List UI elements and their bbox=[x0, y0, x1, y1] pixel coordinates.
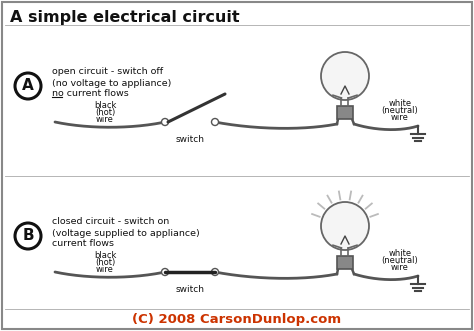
Text: white: white bbox=[388, 250, 411, 259]
Text: black: black bbox=[94, 101, 116, 110]
Circle shape bbox=[211, 118, 219, 125]
Circle shape bbox=[162, 118, 168, 125]
Text: (hot): (hot) bbox=[95, 258, 115, 266]
Text: A simple electrical circuit: A simple electrical circuit bbox=[10, 10, 240, 25]
Circle shape bbox=[15, 73, 41, 99]
Text: current flows: current flows bbox=[52, 240, 114, 249]
Text: black: black bbox=[94, 251, 116, 260]
Text: (no voltage to appliance): (no voltage to appliance) bbox=[52, 78, 172, 87]
Circle shape bbox=[15, 223, 41, 249]
Text: switch: switch bbox=[175, 285, 204, 294]
Text: wire: wire bbox=[391, 114, 409, 122]
Text: wire: wire bbox=[96, 264, 114, 273]
FancyBboxPatch shape bbox=[2, 2, 472, 329]
Text: (neutral): (neutral) bbox=[382, 257, 419, 265]
Text: open circuit - switch off: open circuit - switch off bbox=[52, 67, 163, 75]
FancyBboxPatch shape bbox=[337, 106, 353, 119]
Text: (C) 2008 CarsonDunlop.com: (C) 2008 CarsonDunlop.com bbox=[132, 313, 342, 326]
Text: closed circuit - switch on: closed circuit - switch on bbox=[52, 216, 169, 225]
Text: wire: wire bbox=[391, 263, 409, 272]
Text: (hot): (hot) bbox=[95, 108, 115, 117]
Text: A: A bbox=[22, 78, 34, 93]
Circle shape bbox=[211, 268, 219, 275]
Text: switch: switch bbox=[175, 134, 204, 144]
Text: wire: wire bbox=[96, 115, 114, 123]
Text: B: B bbox=[22, 228, 34, 244]
Text: no current flows: no current flows bbox=[52, 89, 129, 99]
Circle shape bbox=[162, 268, 168, 275]
Text: (neutral): (neutral) bbox=[382, 107, 419, 116]
Circle shape bbox=[321, 52, 369, 100]
Circle shape bbox=[321, 202, 369, 250]
Text: white: white bbox=[388, 100, 411, 109]
Text: (voltage supplied to appliance): (voltage supplied to appliance) bbox=[52, 228, 200, 238]
FancyBboxPatch shape bbox=[337, 256, 353, 269]
